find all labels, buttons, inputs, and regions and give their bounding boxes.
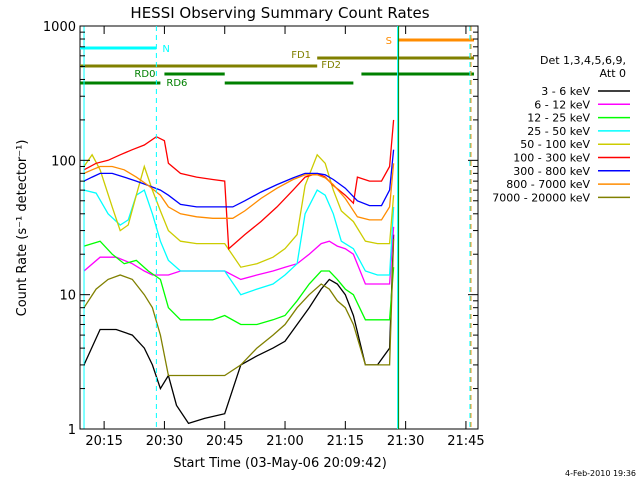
flag-layer: N S FD1 FD2 RD0 RD6 — [80, 36, 474, 89]
plot-frame — [79, 25, 479, 430]
chart-title: HESSI Observing Summary Count Rates — [130, 4, 429, 22]
x-tick-label: 21:00 — [266, 434, 303, 449]
flag-label-fd1: FD1 — [291, 50, 311, 61]
x-tick-label: 20:45 — [206, 434, 243, 449]
legend-label: 100 - 300 keV — [513, 152, 590, 165]
timestamp: 4-Feb-2010 19:36 — [565, 469, 636, 478]
x-tick-label: 21:45 — [447, 434, 484, 449]
series-line-5 — [83, 153, 395, 268]
x-tick-label: 21:15 — [327, 434, 364, 449]
legend-header: Det 1,3,4,5,6,9, — [540, 54, 626, 67]
flag-label-rd6: RD6 — [166, 78, 187, 89]
legend-label: 3 - 6 keV — [541, 85, 590, 98]
series-line-3 — [83, 240, 395, 326]
y-axis-label: Count Rate (s⁻¹ detector⁻¹) — [15, 140, 30, 317]
series-line-2 — [83, 226, 395, 285]
series-line-8 — [83, 163, 395, 221]
flag-label-rd0: RD0 — [134, 69, 155, 80]
legend-label: 800 - 7000 keV — [506, 178, 590, 191]
marker-layer — [83, 26, 472, 429]
y-tick-label: 10 — [59, 289, 76, 304]
legend-label: 25 - 50 keV — [527, 125, 590, 138]
x-tick-label: 20:15 — [85, 434, 122, 449]
legend-label: 300 - 800 keV — [513, 165, 590, 178]
legend-label: 12 - 25 keV — [527, 112, 590, 125]
series-layer — [83, 119, 395, 425]
flag-label-n: N — [162, 44, 169, 55]
y-tick-label: 1000 — [43, 20, 76, 35]
series-line-6 — [83, 119, 395, 251]
series-line-7 — [83, 149, 395, 208]
x-tick-label: 20:30 — [146, 434, 183, 449]
legend-header: Att 0 — [600, 67, 626, 80]
flag-label-fd2: FD2 — [321, 60, 341, 71]
y-tick-label: 1 — [68, 423, 76, 438]
series-line-1 — [83, 234, 395, 425]
legend-label: 7000 - 20000 keV — [492, 191, 590, 204]
legend-label: 6 - 12 keV — [534, 98, 590, 111]
x-tick-label: 21:30 — [387, 434, 424, 449]
x-axis-label: Start Time (03-May-06 20:09:42) — [173, 456, 387, 471]
y-tick-label: 100 — [51, 154, 76, 169]
ticks-layer: 20:15 20:30 20:45 21:00 21:15 21:30 21:45 1 10 10… — [43, 20, 485, 449]
series-line-9 — [83, 238, 395, 377]
legend-label: 50 - 100 keV — [520, 138, 590, 151]
flag-label-s: S — [386, 36, 392, 47]
